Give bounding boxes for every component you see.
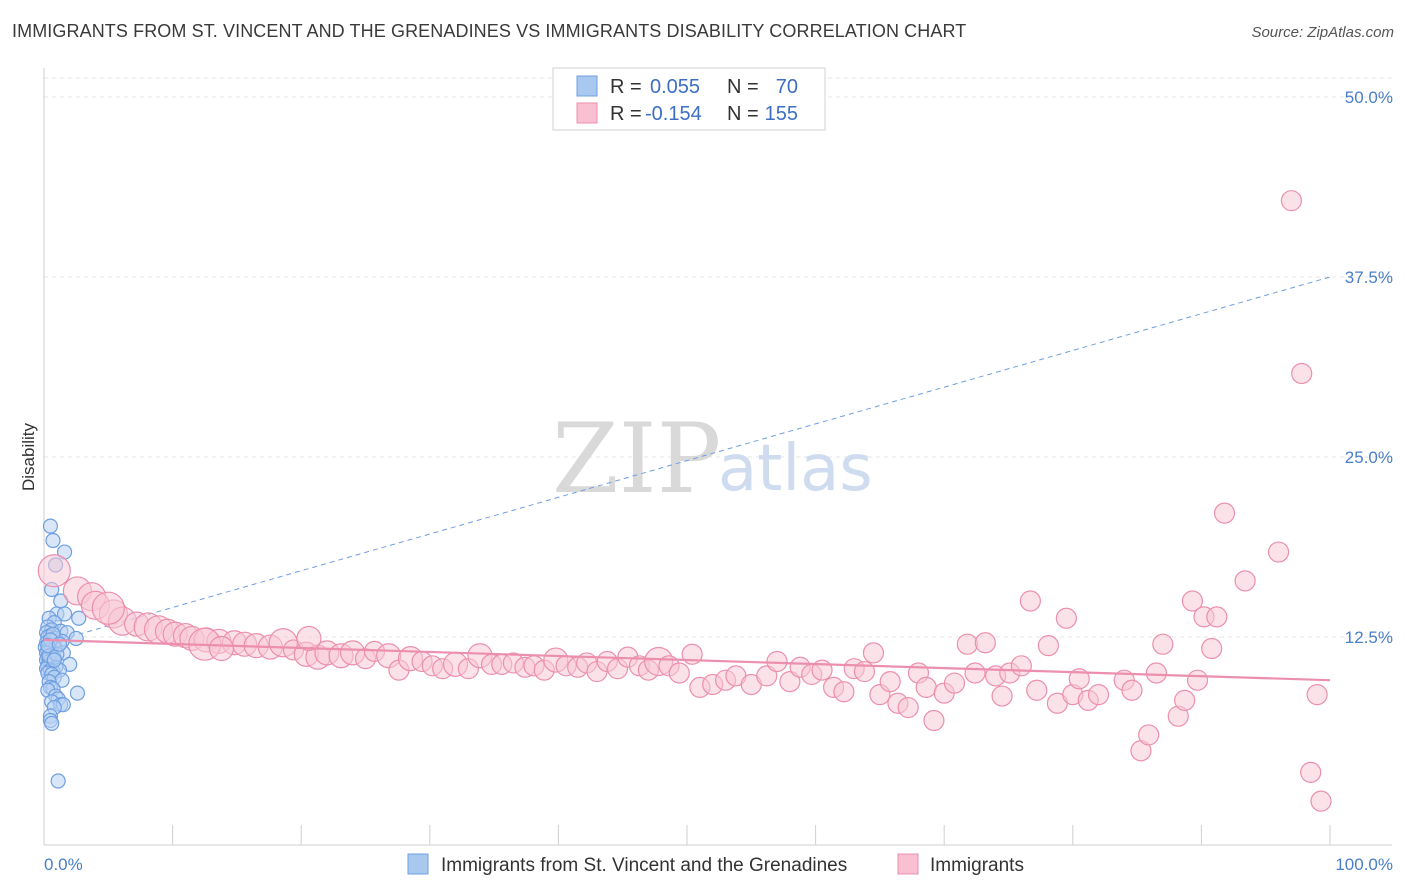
series-1-point-109 xyxy=(1201,637,1223,660)
series-1-point-103 xyxy=(1152,633,1174,655)
series-1-point-120 xyxy=(91,591,125,625)
bottom-legend-label-pink: Immigrants xyxy=(930,855,1024,876)
legend-n-label-blue: N = xyxy=(727,76,759,98)
series-1-point-97 xyxy=(1087,683,1110,706)
series-1-point-88 xyxy=(1010,655,1032,677)
chart-title: IMMIGRANTS FROM ST. VINCENT AND THE GREN… xyxy=(12,21,967,41)
series-0-point-62 xyxy=(50,773,66,789)
y-tick-label-2: 37.5% xyxy=(1345,268,1393,287)
series-1-point-117 xyxy=(1306,683,1328,706)
series-1-point-106 xyxy=(1181,590,1203,612)
bottom-legend-label-blue: Immigrants from St. Vincent and the Gren… xyxy=(441,855,847,876)
series-1-trend-line xyxy=(43,638,1331,682)
series-0-point-18 xyxy=(68,630,84,647)
series-legend: Immigrants from St. Vincent and the Gren… xyxy=(407,853,1024,876)
legend-swatch-blue xyxy=(576,75,598,97)
legend-box xyxy=(552,67,826,131)
legend-n-value-blue: 70 xyxy=(776,76,798,98)
series-1-point-105 xyxy=(1174,689,1196,711)
series-1-point-64 xyxy=(779,671,801,693)
x-tick-label-1: 100.0% xyxy=(1335,855,1393,874)
series-1-point-113 xyxy=(1267,541,1290,563)
series-1-point-83 xyxy=(964,662,986,684)
series-1-point-81 xyxy=(943,672,966,694)
series-1-point-82 xyxy=(956,633,978,655)
series-0-point-0 xyxy=(42,518,59,534)
series-1-point-99 xyxy=(1121,679,1143,701)
bottom-legend-swatch-pink xyxy=(897,853,919,875)
grid-layer xyxy=(44,77,1392,638)
series-1-point-107 xyxy=(1186,669,1209,691)
y-axis-title: Disability xyxy=(19,422,38,491)
series-1-point-55 xyxy=(668,662,690,684)
legend-r-value-blue: 0.055 xyxy=(650,76,700,98)
legend-r-label-pink: R = xyxy=(610,103,642,125)
legend-r-value-pink: -0.154 xyxy=(645,103,702,125)
series-1-point-102 xyxy=(1145,662,1167,684)
series-1-point-111 xyxy=(1213,502,1236,524)
series-1-point-79 xyxy=(923,709,945,732)
x-tick-label-0: 0.0% xyxy=(44,855,83,874)
legend-swatch-pink xyxy=(576,102,598,124)
trend-layer xyxy=(43,276,1331,645)
series-1-point-122 xyxy=(208,635,235,662)
series-1-point-95 xyxy=(1068,668,1090,690)
series-1-point-93 xyxy=(1055,607,1077,629)
series-0-trend-line xyxy=(43,276,1331,645)
series-1-point-114 xyxy=(1280,190,1303,212)
y-tick-label-1: 25.0% xyxy=(1345,448,1393,467)
series-1-point-116 xyxy=(1300,761,1322,783)
series-0-point-52 xyxy=(69,685,86,701)
watermark-zip: ZIP xyxy=(552,403,721,515)
series-1-point-115 xyxy=(1291,362,1313,385)
series-0-point-8 xyxy=(71,610,87,626)
series-1-point-91 xyxy=(1037,635,1059,657)
series-0-point-1 xyxy=(45,532,61,549)
series-1-point-84 xyxy=(974,632,996,654)
points-layer xyxy=(37,190,1332,812)
correlation-legend: R = 0.055 N = 70 R = -0.154 N = 155 xyxy=(552,67,826,131)
series-1-point-72 xyxy=(862,642,885,664)
series-1-point-101 xyxy=(1138,724,1160,746)
series-0-points xyxy=(37,518,87,789)
series-1-point-112 xyxy=(1234,570,1256,592)
legend-n-value-pink: 155 xyxy=(765,103,798,125)
y-tick-label-0: 12.5% xyxy=(1345,628,1393,647)
series-0-point-69 xyxy=(46,652,62,668)
series-1-point-121 xyxy=(296,625,322,652)
series-1-point-63 xyxy=(766,650,788,673)
series-1-point-110 xyxy=(1206,606,1228,628)
series-0-point-61 xyxy=(44,715,60,732)
series-1-point-86 xyxy=(991,685,1013,707)
watermark: ZIP atlas xyxy=(552,403,873,515)
series-1-point-118 xyxy=(1310,790,1332,812)
label-layer: 12.5% 25.0% 37.5% 50.0% 0.0% 100.0% xyxy=(44,88,1393,874)
series-1-point-89 xyxy=(1019,590,1041,612)
legend-n-label-pink: N = xyxy=(727,103,759,125)
series-0-point-7 xyxy=(56,606,73,622)
series-1-point-74 xyxy=(879,671,901,693)
series-1-point-69 xyxy=(833,681,855,703)
bottom-legend-swatch-blue xyxy=(407,853,429,875)
legend-r-label-blue: R = xyxy=(610,76,642,98)
series-1-point-76 xyxy=(897,696,919,719)
source-label: Source: ZipAtlas.com xyxy=(1251,24,1394,41)
series-1-point-0 xyxy=(37,554,71,588)
series-1-point-62 xyxy=(756,665,778,687)
y-tick-label-3: 50.0% xyxy=(1345,88,1393,107)
series-1-points xyxy=(37,190,1332,812)
series-1-point-78 xyxy=(915,676,937,699)
series-1-point-90 xyxy=(1026,679,1048,701)
watermark-atlas: atlas xyxy=(718,432,873,506)
